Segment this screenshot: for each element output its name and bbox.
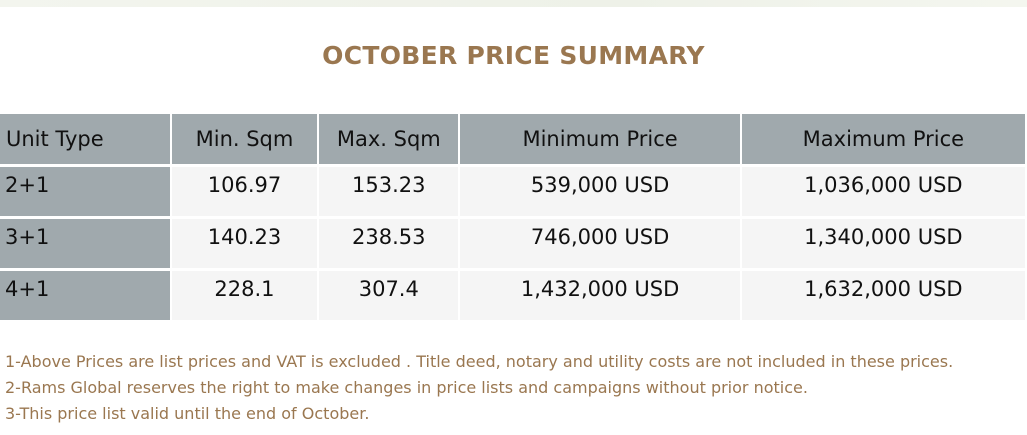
cell-unit-type: 4+1: [0, 271, 170, 320]
cell-maximum-price: 1,036,000 USD: [741, 167, 1025, 216]
cell-max-sqm: 238.53: [319, 219, 459, 268]
footnote: 2-Rams Global reserves the right to make…: [5, 378, 808, 397]
cell-minimum-price: 539,000 USD: [460, 167, 740, 216]
cell-min-sqm: 228.1: [171, 271, 318, 320]
table-row: 4+1 228.1 307.4 1,432,000 USD 1,632,000 …: [0, 271, 1025, 320]
cell-unit-type: 2+1: [0, 167, 170, 216]
cell-max-sqm: 307.4: [319, 271, 459, 320]
header-max-sqm: Max. Sqm: [319, 114, 459, 164]
header-minimum-price: Minimum Price: [460, 114, 740, 164]
price-summary-table: Unit Type Min. Sqm Max. Sqm Minimum Pric…: [0, 111, 1027, 323]
cell-maximum-price: 1,340,000 USD: [741, 219, 1025, 268]
top-decorative-band: [0, 0, 1027, 7]
cell-minimum-price: 1,432,000 USD: [460, 271, 740, 320]
cell-maximum-price: 1,632,000 USD: [741, 271, 1025, 320]
header-maximum-price: Maximum Price: [741, 114, 1025, 164]
cell-minimum-price: 746,000 USD: [460, 219, 740, 268]
table-row: 3+1 140.23 238.53 746,000 USD 1,340,000 …: [0, 219, 1025, 268]
cell-unit-type: 3+1: [0, 219, 170, 268]
page-title: OCTOBER PRICE SUMMARY: [322, 41, 705, 70]
header-unit-type: Unit Type: [0, 114, 170, 164]
cell-min-sqm: 140.23: [171, 219, 318, 268]
table-header-row: Unit Type Min. Sqm Max. Sqm Minimum Pric…: [0, 114, 1025, 164]
header-min-sqm: Min. Sqm: [171, 114, 318, 164]
cell-min-sqm: 106.97: [171, 167, 318, 216]
footnotes: 1-Above Prices are list prices and VAT i…: [5, 349, 953, 427]
cell-max-sqm: 153.23: [319, 167, 459, 216]
footnote: 1-Above Prices are list prices and VAT i…: [5, 352, 954, 371]
footnote: 3-This price list valid until the end of…: [5, 404, 370, 423]
table-row: 2+1 106.97 153.23 539,000 USD 1,036,000 …: [0, 167, 1025, 216]
